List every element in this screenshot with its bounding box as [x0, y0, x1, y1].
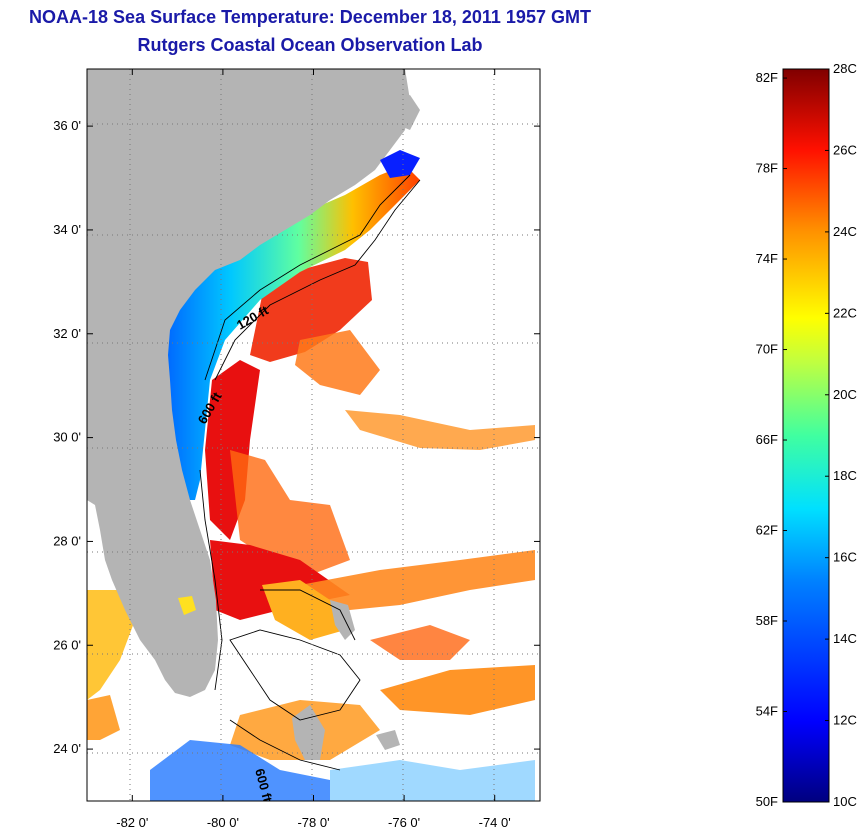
map-panel: 120 ft 600 ft 600 ft	[87, 69, 540, 804]
lake-okeechobee	[178, 596, 196, 615]
lat-tick-label: 30 0'	[53, 430, 81, 445]
fahrenheit-label: 74F	[756, 251, 778, 266]
lat-tick-label: 28 0'	[53, 533, 81, 548]
lon-tick-label: -76 0'	[388, 815, 420, 830]
fahrenheit-label: 62F	[756, 523, 778, 538]
celsius-label: 22C	[833, 305, 857, 320]
land	[87, 69, 420, 760]
fahrenheit-label: 70F	[756, 342, 778, 357]
celsius-label: 16C	[833, 550, 857, 565]
lat-tick-label: 34 0'	[53, 222, 81, 237]
lat-tick-label: 36 0'	[53, 118, 81, 133]
lon-tick-label: -74 0'	[479, 815, 511, 830]
celsius-label: 26C	[833, 142, 857, 157]
map-title: NOAA-18 Sea Surface Temperature: Decembe…	[29, 7, 591, 27]
fahrenheit-label: 54F	[756, 704, 778, 719]
colorbar-fahrenheit-labels: 82F 78F 74F 70F 66F 62F 58F 54F 50F	[756, 70, 787, 809]
depth-contours	[199, 174, 421, 771]
fahrenheit-label: 66F	[756, 432, 778, 447]
fahrenheit-label: 58F	[756, 613, 778, 628]
celsius-label: 24C	[833, 224, 857, 239]
colorbar-celsius-labels: 28C 26C 24C 22C 20C 18C 16C 14C 12C 10C	[825, 61, 857, 809]
celsius-label: 14C	[833, 631, 857, 646]
map-subtitle: Rutgers Coastal Ocean Observation Lab	[137, 35, 483, 55]
lat-tick-label: 32 0'	[53, 326, 81, 341]
latitude-axis: 24 0' 26 0' 28 0' 30 0' 32 0' 34 0' 36 0'	[53, 118, 540, 756]
pamlico-sound	[380, 150, 420, 178]
fahrenheit-label: 78F	[756, 161, 778, 176]
colorbar-gradient	[782, 68, 830, 803]
celsius-label: 12C	[833, 713, 857, 728]
lat-tick-label: 26 0'	[53, 637, 81, 652]
lon-tick-label: -82 0'	[116, 815, 148, 830]
longitude-axis: -82 0' -80 0' -78 0' -76 0' -74 0'	[116, 69, 511, 830]
graticule	[87, 69, 540, 801]
contour-label-600ft-south: 600 ft	[252, 767, 275, 804]
colorbar: 28C 26C 24C 22C 20C 18C 16C 14C 12C 10C 82F 78F 74F…	[756, 61, 857, 809]
lat-tick-label: 24 0'	[53, 741, 81, 756]
lon-tick-label: -78 0'	[297, 815, 329, 830]
celsius-label: 18C	[833, 468, 857, 483]
lon-tick-label: -80 0'	[207, 815, 239, 830]
fahrenheit-label: 82F	[756, 70, 778, 85]
celsius-label: 20C	[833, 387, 857, 402]
sst-field	[87, 258, 535, 801]
celsius-label: 10C	[833, 794, 857, 809]
celsius-label: 28C	[833, 61, 857, 76]
fahrenheit-label: 50F	[756, 794, 778, 809]
